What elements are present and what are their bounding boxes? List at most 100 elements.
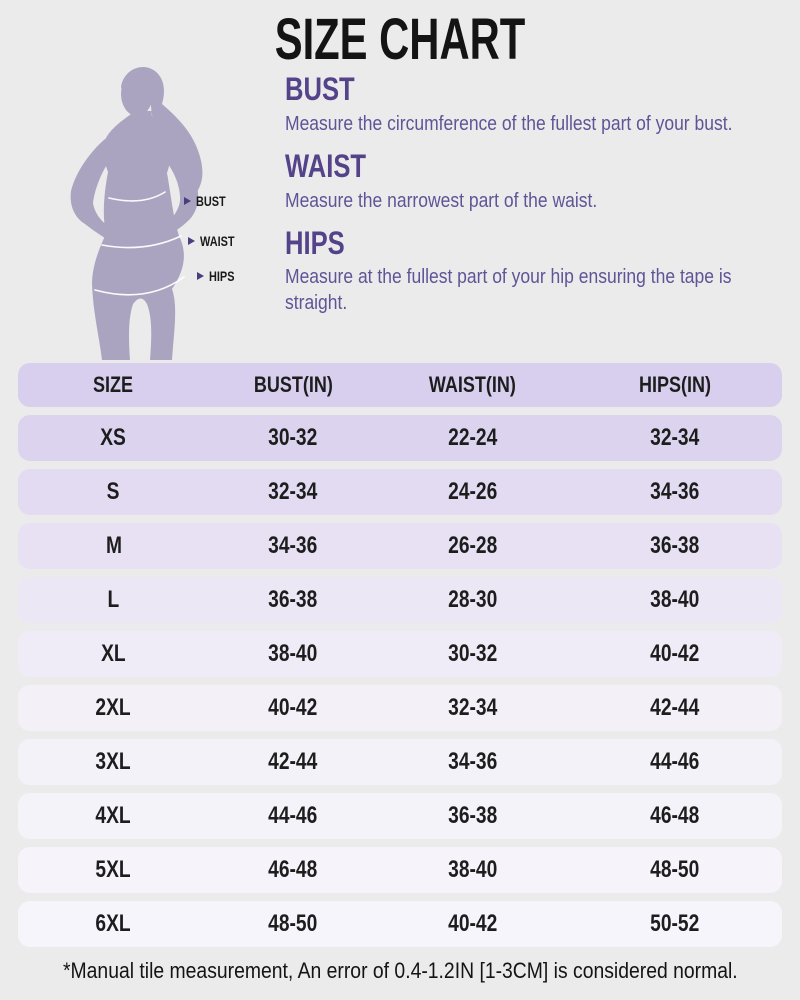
figure-label-waist: WAIST [188, 233, 244, 249]
table-cell: 50-52 [568, 910, 782, 938]
table-cell: 44-46 [568, 748, 782, 776]
table-row: L 36-38 28-30 38-40 [18, 577, 782, 623]
table-cell: 42-44 [568, 694, 782, 722]
arrow-right-icon [184, 197, 191, 205]
right-arm-shape [160, 141, 199, 238]
cell-text: L [107, 586, 120, 613]
cell-text: 32-34 [268, 478, 318, 505]
cell-text: 22-24 [448, 424, 498, 451]
guide-section-bust: BUST Measure the circumference of the fu… [285, 71, 745, 137]
table-cell: 6XL [18, 910, 209, 938]
arrow-right-icon [197, 272, 204, 280]
table-cell: 38-40 [377, 856, 568, 884]
table-cell: S [18, 478, 209, 506]
torso-legs-shape [92, 111, 184, 360]
cell-text: 34-36 [448, 748, 498, 775]
hip-line [94, 276, 185, 296]
table-cell: 40-42 [377, 910, 568, 938]
cell-text: 40-42 [650, 640, 700, 667]
section-description: Measure at the fullest part of your hip … [285, 266, 732, 315]
table-cell: 32-34 [568, 424, 782, 452]
header-cell: WAIST(IN) [377, 372, 568, 398]
cell-text: 36-38 [268, 586, 318, 613]
cell-text: 46-48 [650, 802, 700, 829]
table-row: XL 38-40 30-32 40-42 [18, 631, 782, 677]
cell-text: 50-52 [650, 910, 700, 937]
cell-text: 4XL [95, 802, 132, 829]
table-cell: 4XL [18, 802, 209, 830]
cell-text: 5XL [95, 856, 132, 883]
table-cell: XS [18, 424, 209, 452]
cell-text: 40-42 [448, 910, 498, 937]
cell-text: 38-40 [268, 640, 318, 667]
cell-text: 44-46 [268, 802, 318, 829]
table-row: 6XL 48-50 40-42 50-52 [18, 901, 782, 947]
cell-text: BUST(IN) [253, 372, 333, 397]
size-table: SIZE BUST(IN) WAIST(IN) HIPS(IN) XS 30-32 22-2… [18, 363, 782, 955]
cell-text: 3XL [95, 748, 132, 775]
cell-text: XL [101, 640, 126, 667]
table-cell: 38-40 [209, 640, 377, 668]
table-header-row: SIZE BUST(IN) WAIST(IN) HIPS(IN) [18, 363, 782, 407]
measurement-figure: BUST WAIST HIPS [55, 65, 240, 360]
section-description: Measure the narrowest part of the waist. [285, 189, 598, 212]
table-cell: 46-48 [568, 802, 782, 830]
cell-text: 32-34 [448, 694, 498, 721]
page-title: SIZE CHART [0, 6, 800, 73]
bust-line [108, 191, 166, 202]
section-heading-text: BUST [285, 71, 355, 107]
cell-text: 34-36 [650, 478, 700, 505]
table-row: M 34-36 26-28 36-38 [18, 523, 782, 569]
cell-text: 42-44 [650, 694, 700, 721]
cell-text: 36-38 [650, 532, 700, 559]
section-heading: HIPS [285, 224, 745, 262]
left-arm-shape [70, 139, 115, 242]
table-cell: 34-36 [209, 532, 377, 560]
table-cell: 36-38 [377, 802, 568, 830]
guide-section-hips: HIPS Measure at the fullest part of your… [285, 224, 745, 317]
table-row: 3XL 42-44 34-36 44-46 [18, 739, 782, 785]
section-description: Measure the circumference of the fullest… [285, 112, 733, 135]
cell-text: 32-34 [650, 424, 700, 451]
cell-text: 34-36 [268, 532, 318, 559]
table-cell: M [18, 532, 209, 560]
table-cell: 2XL [18, 694, 209, 722]
cell-text: HIPS(IN) [639, 372, 712, 397]
head-shape [121, 72, 153, 116]
cell-text: 6XL [95, 910, 132, 937]
header-cell: SIZE [18, 372, 209, 398]
section-heading-text: HIPS [285, 224, 345, 261]
cell-text: 48-50 [650, 856, 700, 883]
cell-text: 40-42 [268, 694, 318, 721]
table-cell: 30-32 [209, 424, 377, 452]
cell-text: 48-50 [268, 910, 318, 937]
section-heading: BUST [285, 71, 745, 108]
table-row: 5XL 46-48 38-40 48-50 [18, 847, 782, 893]
table-cell: 48-50 [568, 856, 782, 884]
table-row: 4XL 44-46 36-38 46-48 [18, 793, 782, 839]
table-cell: 28-30 [377, 586, 568, 614]
table-cell: 42-44 [209, 748, 377, 776]
cell-text: 28-30 [448, 586, 498, 613]
cell-text: 38-40 [448, 856, 498, 883]
table-cell: 34-36 [568, 478, 782, 506]
section-heading: WAIST [285, 148, 745, 185]
cell-text: 26-28 [448, 532, 498, 559]
table-cell: 32-34 [377, 694, 568, 722]
figure-label-text: BUST [196, 193, 226, 209]
figure-label-text: WAIST [200, 233, 235, 249]
cell-text: 44-46 [650, 748, 700, 775]
cell-text: 42-44 [268, 748, 318, 775]
table-cell: 36-38 [568, 532, 782, 560]
table-cell: L [18, 586, 209, 614]
figure-label-bust: BUST [184, 193, 234, 209]
table-row: 2XL 40-42 32-34 42-44 [18, 685, 782, 731]
table-cell: 46-48 [209, 856, 377, 884]
table-cell: 44-46 [209, 802, 377, 830]
cell-text: SIZE [93, 372, 134, 397]
footnote-text: *Manual tile measurement, An error of 0.… [62, 958, 738, 983]
woman-silhouette-graphic [70, 66, 203, 360]
table-cell: 40-42 [568, 640, 782, 668]
table-cell: 36-38 [209, 586, 377, 614]
table-cell: 32-34 [209, 478, 377, 506]
